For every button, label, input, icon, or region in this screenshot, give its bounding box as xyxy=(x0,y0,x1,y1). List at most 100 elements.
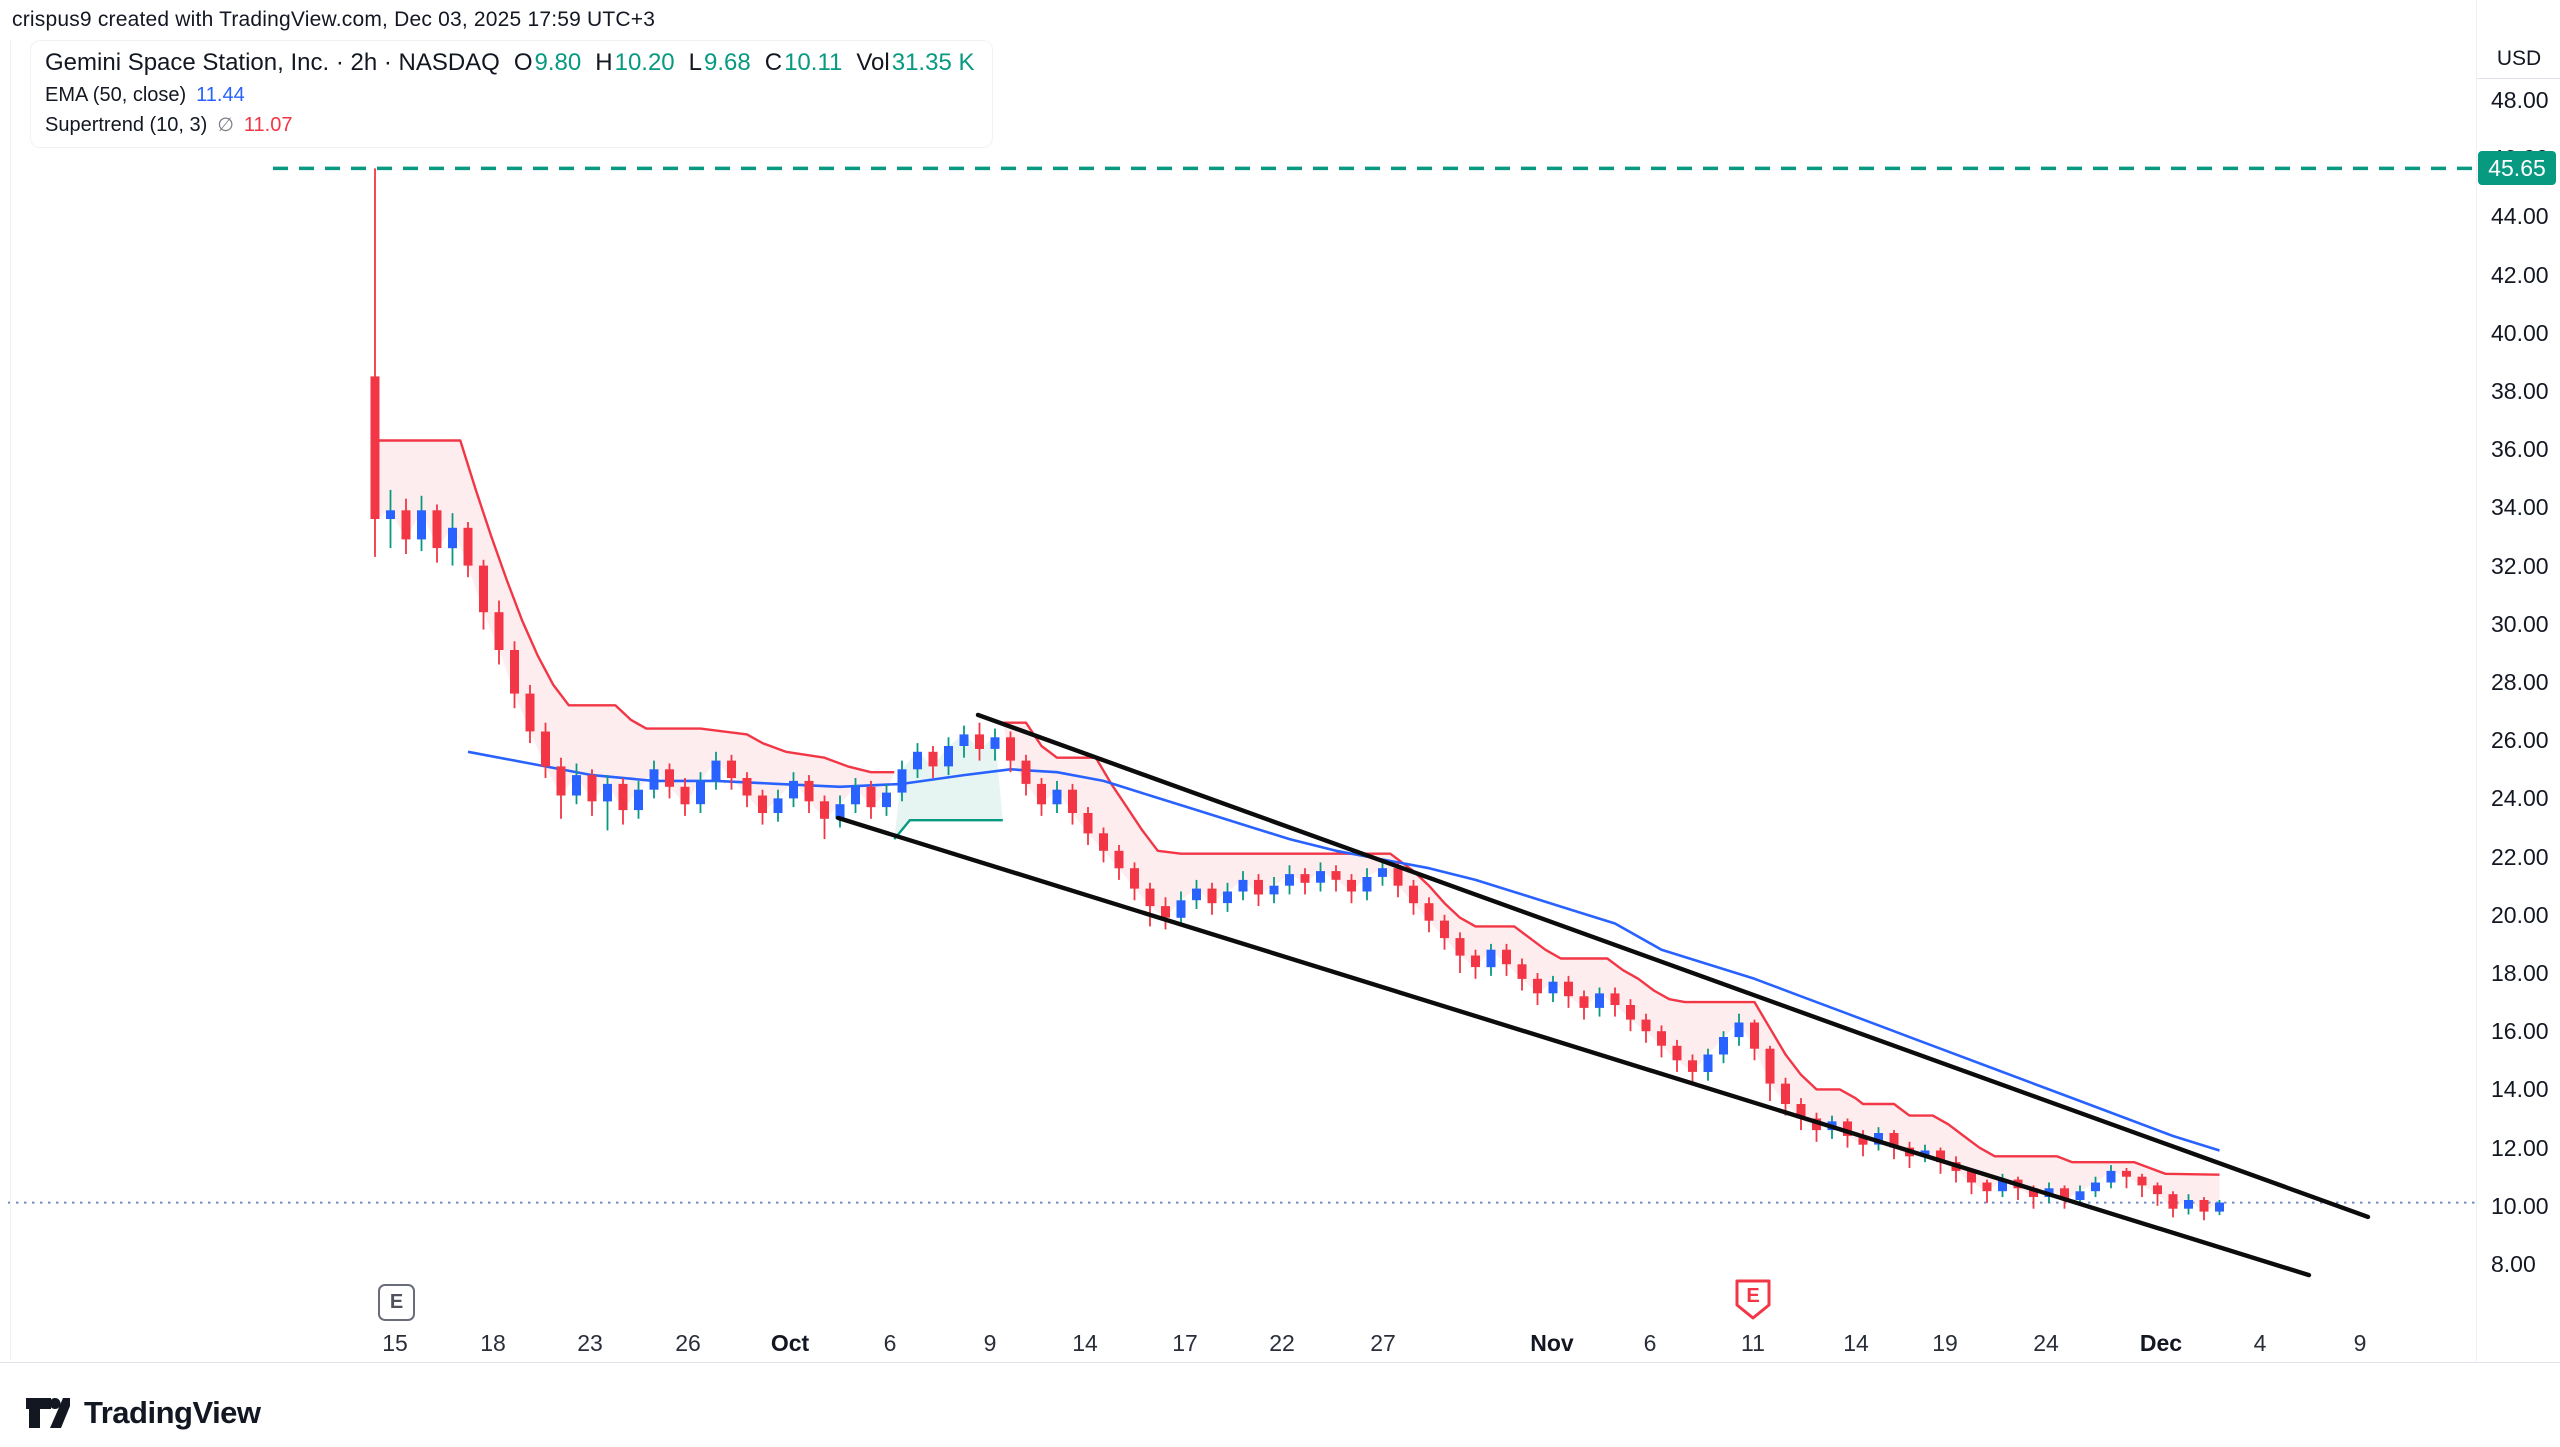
candle-body xyxy=(2199,1200,2209,1212)
candle-body xyxy=(649,769,659,790)
price-tick-label: 14.00 xyxy=(2491,1076,2549,1103)
candle-body xyxy=(1719,1037,1728,1055)
candle-body xyxy=(944,746,953,767)
candle-body xyxy=(1006,737,1015,761)
candle-body xyxy=(1703,1054,1713,1072)
ohlc-close: C 10.11 xyxy=(764,49,843,76)
candle-body xyxy=(851,786,860,805)
candle-body xyxy=(2091,1182,2100,1192)
price-axis[interactable]: USD 48.0046.0044.0042.0040.0038.0036.003… xyxy=(2476,0,2560,1362)
candle-body xyxy=(696,780,705,805)
candle-body xyxy=(1114,850,1124,869)
credit-line: crispus9 created with TradingView.com, D… xyxy=(12,8,656,31)
candle-body xyxy=(2106,1170,2116,1183)
candle-body xyxy=(882,792,891,808)
candle-body xyxy=(1750,1022,1759,1049)
candle-body xyxy=(1998,1179,2007,1192)
supertrend-value: 11.07 xyxy=(243,114,293,136)
candle-body xyxy=(1843,1121,1852,1136)
legend-ema-row[interactable]: EMA (50, close) 11.44 xyxy=(45,84,974,107)
candle-body xyxy=(975,734,984,749)
candle-body xyxy=(1161,906,1170,918)
price-tick-label: 28.00 xyxy=(2491,669,2549,695)
time-axis[interactable]: 15 18 23 26 Oct 6 9 14 17 22 27 Nov 6 11 14 19 24 Dec 4 9 xyxy=(0,1322,2476,1362)
candle-body xyxy=(1781,1083,1790,1104)
candle-body xyxy=(1347,879,1356,892)
candle-body xyxy=(990,737,1000,749)
candle-body xyxy=(2168,1194,2178,1209)
candle-body xyxy=(773,798,783,813)
candle-body xyxy=(1192,888,1201,901)
supertrend-fill-down xyxy=(375,440,895,819)
supertrend-fill-down xyxy=(1002,722,2220,1212)
candle-body xyxy=(1734,1022,1744,1038)
candle-body xyxy=(2215,1202,2224,1212)
price-tick-label: 42.00 xyxy=(2491,261,2549,288)
candle-body xyxy=(959,734,969,746)
candle-body xyxy=(758,795,767,813)
earnings-badge-red[interactable]: E xyxy=(1734,1278,1772,1322)
axis-separator xyxy=(0,1362,2560,1363)
candle-body xyxy=(1099,833,1108,851)
candle-body xyxy=(1037,783,1046,805)
candle-body xyxy=(680,786,690,805)
legend-panel[interactable]: Gemini Space Station, Inc. · 2h · NASDAQ… xyxy=(30,40,994,148)
candle-body xyxy=(1610,993,1620,1005)
candle-body xyxy=(370,376,380,519)
pane-left-border xyxy=(10,40,11,1360)
legend-supertrend-row[interactable]: Supertrend (10, 3) ∅ 11.07 xyxy=(45,114,974,137)
hidden-eye-icon[interactable]: ∅ xyxy=(217,115,234,136)
time-tick-label: Nov xyxy=(1530,1330,1574,1356)
time-tick-label: 24 xyxy=(2033,1330,2059,1356)
channel-trendline-lower[interactable] xyxy=(835,815,2312,1278)
candle-body xyxy=(1130,868,1139,889)
candle-body xyxy=(1982,1182,1992,1192)
candle-body xyxy=(1455,938,1465,956)
channel-trendline-upper[interactable] xyxy=(975,712,2371,1220)
supertrend-line-down xyxy=(375,439,895,774)
time-tick-label: 17 xyxy=(1172,1330,1198,1356)
symbol-title[interactable]: Gemini Space Station, Inc. · 2h · NASDAQ xyxy=(45,49,500,76)
candle-body xyxy=(525,693,535,732)
candle-body xyxy=(1223,891,1232,904)
svg-text:E: E xyxy=(1746,1285,1759,1307)
volume-value: Vol 31.35 K xyxy=(856,49,975,76)
tradingview-logo[interactable]: TradingView xyxy=(24,1392,261,1434)
price-tick-label: 32.00 xyxy=(2491,552,2549,579)
price-tick-label: 12.00 xyxy=(2491,1134,2549,1161)
ema-line xyxy=(467,750,2220,1152)
candle-body xyxy=(1874,1133,1883,1145)
price-tick-label: 24.00 xyxy=(2491,785,2549,812)
candle-body xyxy=(789,780,798,799)
tradingview-logo-text: TradingView xyxy=(84,1395,261,1430)
candle-body xyxy=(1362,877,1372,892)
candle-body xyxy=(1269,885,1279,895)
candle-body xyxy=(401,510,411,540)
high-price-badge: 45.65 xyxy=(2478,151,2556,186)
supertrend-label: Supertrend (10, 3) xyxy=(45,114,208,136)
price-tick-label: 20.00 xyxy=(2491,901,2549,928)
candle-body xyxy=(432,510,442,549)
candle-body xyxy=(1083,813,1093,834)
earnings-badge-gray[interactable]: E xyxy=(378,1284,415,1321)
currency-label: USD xyxy=(2477,40,2560,79)
candle-body xyxy=(479,565,488,613)
candle-body xyxy=(618,783,628,811)
candle-body xyxy=(1052,789,1062,805)
candle-body xyxy=(1145,888,1155,907)
price-tick-label: 48.00 xyxy=(2491,87,2549,113)
candle-body xyxy=(1393,868,1403,886)
candle-body xyxy=(2184,1200,2193,1209)
candle-body xyxy=(1238,879,1248,892)
candle-body xyxy=(1765,1048,1775,1084)
ohlc-high: H 10.20 xyxy=(595,49,675,76)
time-tick-label: 27 xyxy=(1370,1330,1396,1356)
candle-body xyxy=(2060,1188,2069,1200)
supertrend-line-up xyxy=(893,819,1003,840)
time-tick-label: 11 xyxy=(1741,1330,1765,1356)
price-tick-label: 10.00 xyxy=(2491,1192,2549,1219)
candle-body xyxy=(1626,1005,1635,1020)
